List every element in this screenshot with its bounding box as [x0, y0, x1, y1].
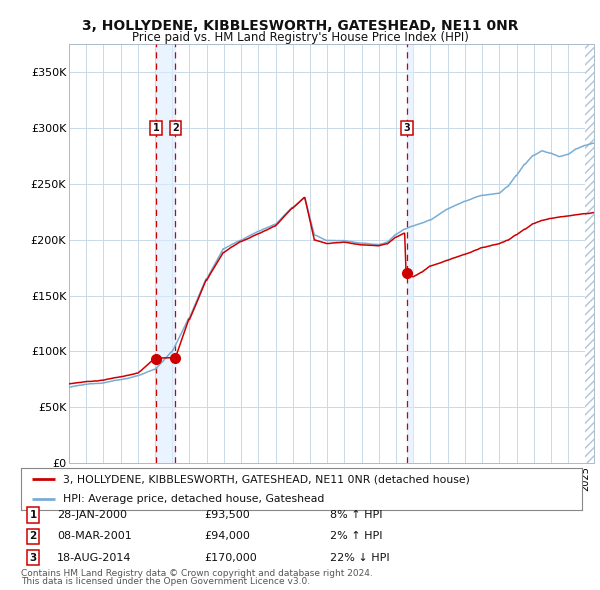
Text: 8% ↑ HPI: 8% ↑ HPI	[330, 510, 383, 520]
Text: 2: 2	[29, 532, 37, 541]
Text: £93,500: £93,500	[204, 510, 250, 520]
Text: 2% ↑ HPI: 2% ↑ HPI	[330, 532, 383, 541]
Bar	[156, 44, 175, 463]
Text: Contains HM Land Registry data © Crown copyright and database right 2024.: Contains HM Land Registry data © Crown c…	[21, 569, 373, 578]
Text: 1: 1	[29, 510, 37, 520]
Text: £94,000: £94,000	[204, 532, 250, 541]
Text: 22% ↓ HPI: 22% ↓ HPI	[330, 553, 389, 562]
Text: 28-JAN-2000: 28-JAN-2000	[57, 510, 127, 520]
Text: This data is licensed under the Open Government Licence v3.0.: This data is licensed under the Open Gov…	[21, 578, 310, 586]
Text: £170,000: £170,000	[204, 553, 257, 562]
Text: 08-MAR-2001: 08-MAR-2001	[57, 532, 132, 541]
Text: 2: 2	[172, 123, 179, 133]
Text: 3, HOLLYDENE, KIBBLESWORTH, GATESHEAD, NE11 0NR: 3, HOLLYDENE, KIBBLESWORTH, GATESHEAD, N…	[82, 19, 518, 33]
Text: HPI: Average price, detached house, Gateshead: HPI: Average price, detached house, Gate…	[63, 494, 325, 504]
Text: 3: 3	[29, 553, 37, 562]
Text: 3, HOLLYDENE, KIBBLESWORTH, GATESHEAD, NE11 0NR (detached house): 3, HOLLYDENE, KIBBLESWORTH, GATESHEAD, N…	[63, 474, 470, 484]
Text: 3: 3	[404, 123, 410, 133]
Text: 1: 1	[153, 123, 160, 133]
Text: Price paid vs. HM Land Registry's House Price Index (HPI): Price paid vs. HM Land Registry's House …	[131, 31, 469, 44]
Text: 18-AUG-2014: 18-AUG-2014	[57, 553, 131, 562]
Bar	[407, 44, 413, 463]
